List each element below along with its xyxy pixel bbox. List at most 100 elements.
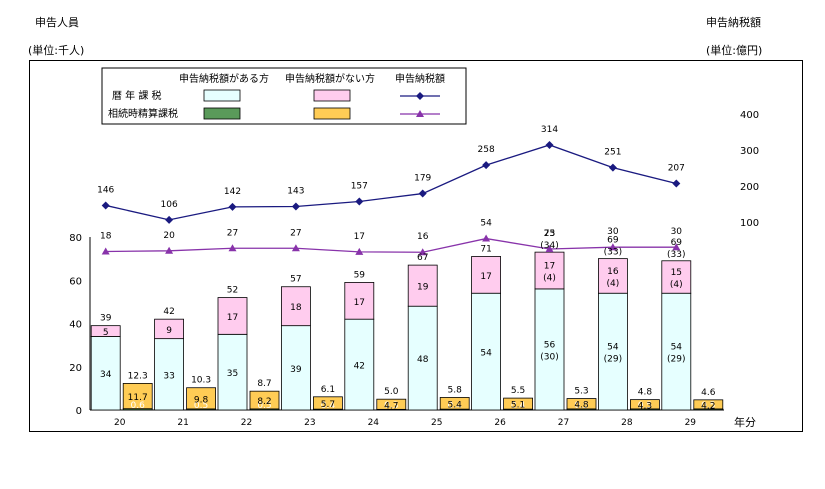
data-label: 11.7 xyxy=(128,393,148,403)
bar-rekinen-nonpayable xyxy=(280,286,311,327)
left-tick-label: 0 xyxy=(76,406,82,417)
data-label: 0.6 xyxy=(131,401,146,411)
data-label: 4.7 xyxy=(384,401,398,411)
total-label: 8.7 xyxy=(257,379,271,389)
total-label: 10.3 xyxy=(191,376,211,386)
total-label: 4.8 xyxy=(638,388,653,398)
data-label: 42 xyxy=(354,362,365,372)
chart-lines: 146 106 142 143 157 179 258 314 251 207 18 20 27 27 17… xyxy=(97,125,685,256)
x-tick-label: 22 xyxy=(241,418,252,428)
line-value-label: 146 xyxy=(97,185,114,195)
line-value-label: 251 xyxy=(604,148,621,158)
total-label: 59 xyxy=(354,270,366,280)
legend-marker-triangle xyxy=(416,110,424,117)
line-value-label: 314 xyxy=(541,125,558,135)
line-point-triangle xyxy=(101,247,110,255)
line-value-label: 207 xyxy=(668,163,685,173)
line-point-diamond xyxy=(165,215,174,224)
total-label: 73 xyxy=(544,229,555,239)
line-value-label: 179 xyxy=(414,174,431,184)
data-label: 19 xyxy=(417,283,429,293)
bar-seisan-nonpayable xyxy=(376,398,407,410)
x-tick-label: 21 xyxy=(177,418,188,428)
data-label: 4.2 xyxy=(701,401,715,411)
legend-swatch-rekinen-nonpayable xyxy=(313,89,351,102)
left-tick-label: 60 xyxy=(69,276,82,287)
right-axis-title: 申告納税額 xyxy=(706,16,761,29)
line-value-label: 27 xyxy=(290,228,301,238)
total-label: 71 xyxy=(480,244,491,254)
line-value-label: 157 xyxy=(351,181,368,191)
data-sub-label: (30) xyxy=(540,352,558,362)
data-label: 9 xyxy=(166,326,172,336)
line-point-diamond xyxy=(672,179,681,188)
x-tick-label: 26 xyxy=(494,418,506,428)
right-tick-label: 300 xyxy=(740,146,759,157)
data-label: 54 xyxy=(480,349,492,359)
data-label: 54 xyxy=(671,343,683,353)
data-label: 0.4 xyxy=(321,401,336,411)
line-value-label: 17 xyxy=(354,232,365,242)
data-label: 5.7 xyxy=(321,400,335,410)
line-seisan-tax xyxy=(105,237,677,253)
line-point-diamond xyxy=(482,161,491,170)
legend-column-header: 申告納税額がある方 xyxy=(179,72,269,85)
line-value-label: 27 xyxy=(227,228,238,238)
line-point-triangle xyxy=(355,247,364,255)
bar-seisan-nonpayable xyxy=(630,399,660,410)
line-value-label: 30 xyxy=(607,227,619,237)
data-label: 0.5 xyxy=(638,401,652,411)
left-tick-label: 40 xyxy=(69,320,82,331)
total-label: 69 xyxy=(607,236,619,246)
line-point-diamond xyxy=(291,202,300,211)
line-point-triangle xyxy=(291,244,300,252)
chart-bars xyxy=(90,251,724,411)
data-label: 5.4 xyxy=(448,400,463,410)
x-tick-label: 28 xyxy=(621,418,633,428)
line-value-label: 25 xyxy=(544,229,555,239)
bar-rekinen-payable xyxy=(154,338,185,411)
line-point-triangle xyxy=(545,245,554,252)
bar-rekinen-payable xyxy=(471,292,502,411)
x-tick-label: 25 xyxy=(431,418,442,428)
data-label: 5 xyxy=(103,328,109,338)
bar-seisan-nonpayable xyxy=(249,390,280,410)
line-point-diamond xyxy=(228,202,237,211)
line-point-triangle xyxy=(418,248,427,256)
line-value-label: 143 xyxy=(287,187,304,197)
total-label: 6.1 xyxy=(321,385,335,395)
legend-marker-diamond xyxy=(416,92,424,100)
bar-rekinen-nonpayable xyxy=(534,251,565,290)
bar-rekinen-nonpayable xyxy=(217,297,248,335)
data-sub-label: (29) xyxy=(667,355,685,365)
data-label: 48 xyxy=(417,355,429,365)
left-tick-label: 20 xyxy=(69,363,82,374)
total-label: 67 xyxy=(417,253,428,263)
data-label: 17 xyxy=(354,298,365,308)
total-label: 4.6 xyxy=(701,388,716,398)
right-tick-label: 100 xyxy=(740,218,759,229)
bar-rekinen-payable xyxy=(280,325,311,411)
total-label: 12.3 xyxy=(128,371,148,381)
x-tick-label: 24 xyxy=(368,418,380,428)
x-tick-label: 29 xyxy=(685,418,697,428)
data-label: 0.4 xyxy=(448,401,463,411)
data-label: 34 xyxy=(100,370,112,380)
line-point-triangle xyxy=(165,246,174,254)
bar-rekinen-nonpayable xyxy=(598,258,628,294)
x-axis-label: 年分 xyxy=(734,415,756,429)
legend-row-label: 暦 年 課 税 xyxy=(112,89,162,102)
data-label: 15 xyxy=(671,268,682,278)
total-label: 42 xyxy=(163,307,174,317)
line-point-diamond xyxy=(101,201,110,210)
line-value-label: 258 xyxy=(478,145,495,155)
bar-rekinen-nonpayable xyxy=(407,264,438,307)
legend-row-label: 相続時精算課税 xyxy=(108,107,178,120)
total-label: 69 xyxy=(671,238,683,248)
total-label: 52 xyxy=(227,286,238,296)
total-label: 5.0 xyxy=(384,387,399,397)
bar-rekinen-nonpayable xyxy=(471,256,502,294)
bar-seisan-nonpayable xyxy=(693,399,724,410)
